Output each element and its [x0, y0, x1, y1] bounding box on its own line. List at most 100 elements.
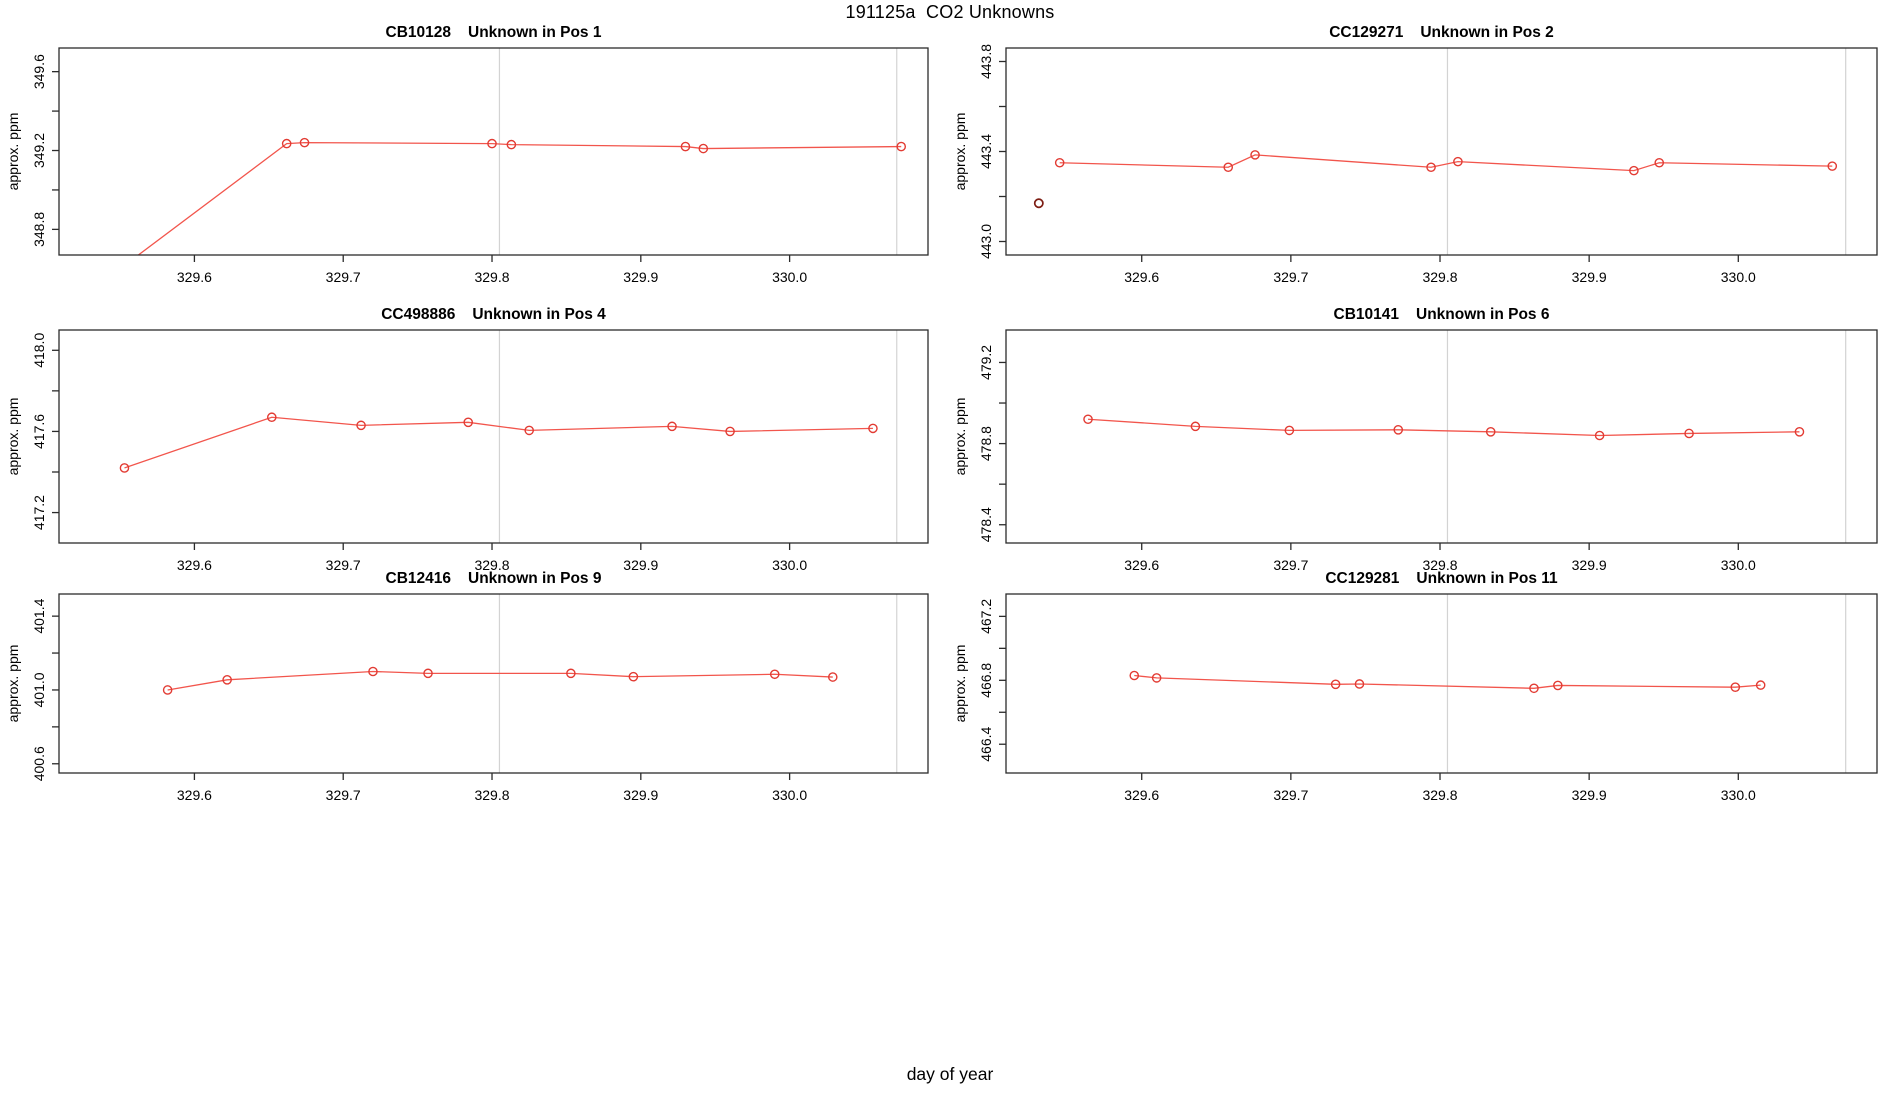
x-tick-label: 329.9	[1572, 787, 1607, 803]
panel-box	[1005, 329, 1878, 544]
data-point	[1129, 670, 1140, 681]
x-tick-label: 330.0	[1721, 557, 1756, 573]
data-line	[167, 670, 833, 691]
data-point	[368, 666, 378, 677]
x-tick-label: 329.6	[177, 557, 212, 573]
panel-box	[1005, 593, 1878, 774]
x-tick-label: 329.6	[1124, 557, 1159, 573]
data-point	[1426, 162, 1436, 173]
data-point	[1453, 156, 1463, 167]
y-tick-label: 478.8	[978, 426, 994, 461]
data-point	[1151, 673, 1162, 683]
panel-title-id: CB10141	[1334, 306, 1400, 323]
x-tick-label: 329.6	[1124, 269, 1159, 285]
y-axis-label: approx. ppm	[5, 645, 21, 723]
x-tick-label: 329.8	[1422, 269, 1457, 285]
x-tick-label: 329.7	[326, 557, 361, 573]
x-tick-label: 329.8	[1422, 557, 1457, 573]
x-tick-label: 329.9	[623, 557, 658, 573]
x-tick-label: 330.0	[1721, 269, 1756, 285]
y-tick-label: 479.2	[978, 345, 994, 380]
x-tick-label: 330.0	[772, 787, 807, 803]
data-point	[827, 672, 838, 682]
x-tick-label: 329.8	[474, 557, 509, 573]
panel-box	[1005, 47, 1878, 256]
panel-title-desc: Unknown in Pos 11	[1416, 570, 1558, 587]
y-tick-label: 467.2	[978, 599, 994, 634]
data-point	[463, 417, 474, 428]
panel-CB10141: 329.6 329.7 329.8 329.9 330.0 478.4 478.8 479.2…	[952, 306, 1878, 573]
x-tick-label: 329.6	[177, 269, 212, 285]
data-point	[162, 685, 173, 695]
x-tick-label: 329.9	[1572, 557, 1607, 573]
data-point	[1827, 161, 1838, 171]
data-line	[124, 416, 873, 469]
panel-title-desc: Unknown in Pos 4	[472, 306, 606, 323]
x-tick-label: 329.7	[1273, 269, 1308, 285]
x-tick-label: 329.6	[177, 787, 212, 803]
y-tick-label: 349.6	[31, 54, 47, 89]
panel-box	[58, 329, 929, 544]
data-point	[1594, 430, 1605, 441]
y-tick-label: 400.6	[31, 746, 47, 781]
panel-title-desc: Unknown in Pos 6	[1416, 306, 1550, 323]
data-point	[1629, 165, 1639, 176]
data-point	[1284, 425, 1295, 436]
panel-title-desc: Unknown in Pos 2	[1420, 24, 1553, 41]
y-tick-label: 417.6	[31, 414, 47, 449]
panel-CC129281: 329.6 329.7 329.8 329.9 330.0 466.4 466.8 467.2…	[952, 570, 1878, 803]
x-tick-label: 329.7	[1273, 557, 1308, 573]
data-point	[119, 463, 130, 473]
data-point	[1755, 680, 1766, 690]
x-tick-label: 329.9	[1572, 269, 1607, 285]
data-point	[667, 421, 677, 432]
data-point	[1393, 425, 1404, 435]
panel-title: CB12416 Unknown in Pos 9	[386, 570, 602, 587]
data-point	[566, 668, 576, 679]
panel-CB12416: 329.6 329.7 329.8 329.9 330.0 400.6 401.0 401.4…	[5, 570, 929, 803]
panel-clipped-content	[1033, 48, 1847, 255]
panel-title-desc: Unknown in Pos 9	[468, 570, 602, 587]
x-tick-label: 329.9	[623, 787, 658, 803]
panel-title-id: CC129281	[1325, 570, 1399, 587]
x-tick-label: 329.8	[474, 787, 509, 803]
data-point	[356, 420, 366, 431]
y-tick-label: 417.2	[31, 495, 47, 530]
y-axis-label: approx. ppm	[952, 645, 968, 723]
data-point	[1054, 157, 1065, 168]
y-axis-label: approx. ppm	[952, 398, 968, 476]
panel-title-desc: Unknown in Pos 1	[468, 24, 602, 41]
x-tick-label: 330.0	[772, 269, 807, 285]
panel-clipped-content	[137, 48, 907, 255]
data-line	[137, 141, 902, 255]
data-point	[1354, 679, 1365, 689]
data-point	[266, 412, 277, 423]
data-point	[698, 143, 709, 154]
panel-box	[58, 47, 929, 256]
panel-clipped-content	[1129, 594, 1847, 773]
y-tick-label: 401.0	[31, 672, 47, 707]
data-point	[1684, 428, 1694, 439]
outlier-point	[1033, 198, 1044, 209]
data-point	[1730, 682, 1741, 692]
data-line	[1059, 154, 1833, 172]
panel-title-id: CB10128	[386, 24, 452, 41]
x-tick-label: 329.7	[326, 787, 361, 803]
y-tick-label: 466.8	[978, 663, 994, 698]
panel-title: CC498886 Unknown in Pos 4	[381, 306, 606, 323]
data-point	[769, 669, 780, 680]
data-point	[725, 426, 735, 437]
data-point	[506, 139, 517, 150]
x-tick-label: 329.8	[1422, 787, 1457, 803]
y-tick-label: 401.4	[31, 598, 47, 633]
data-point	[1529, 683, 1539, 694]
panel-clipped-content	[162, 594, 898, 773]
panel-CC498886: 329.6 329.7 329.8 329.9 330.0 417.2 417.6 418.0…	[5, 306, 929, 573]
data-point	[423, 668, 433, 679]
x-tick-label: 329.8	[474, 269, 509, 285]
data-point	[680, 141, 691, 152]
data-point	[281, 138, 292, 149]
x-axis-shared-label: day of year	[906, 1064, 994, 1084]
